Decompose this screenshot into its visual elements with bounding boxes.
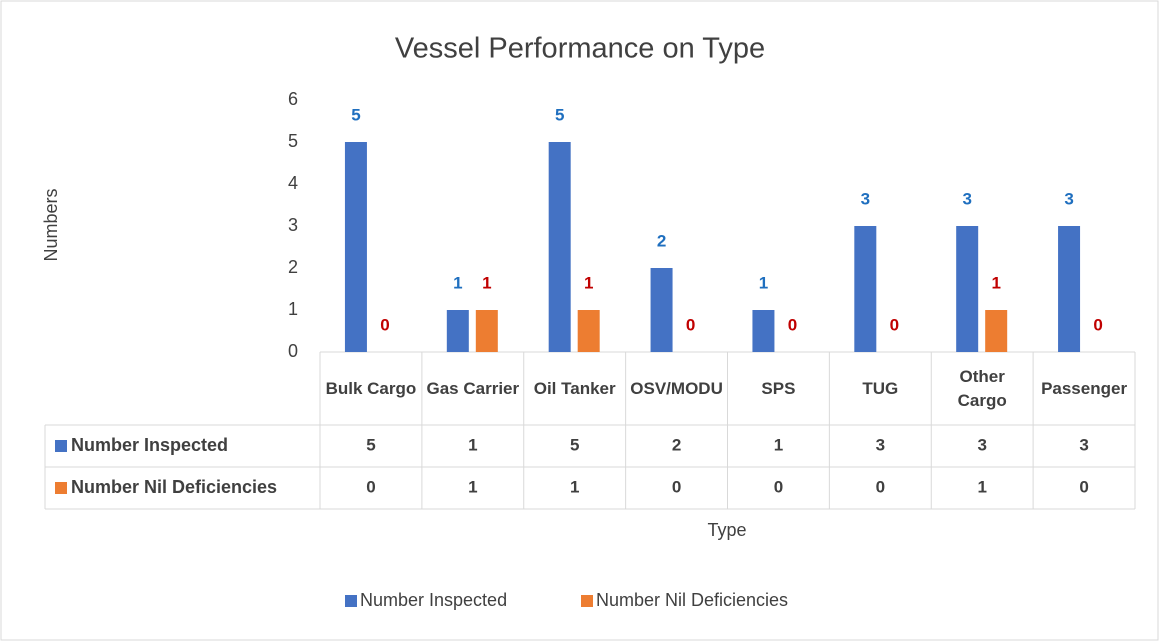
data-label: 1 [453,273,462,292]
legend-key [55,482,67,494]
table-cell: 0 [672,477,681,496]
x-tick-label: Gas Carrier [426,378,520,398]
bar [548,142,571,352]
x-tick-label: Bulk Cargo [325,378,417,398]
legend-label: Number Inspected [360,590,507,610]
data-label: 3 [1064,189,1073,208]
data-label: 5 [555,105,564,124]
data-label: 3 [962,189,971,208]
x-tick-label: SPS [761,378,796,398]
y-tick-label: 4 [288,173,298,193]
bar [344,142,367,352]
bar [446,310,469,352]
table-row-label: Number Nil Deficiencies [71,477,277,497]
x-tick-label: TUG [862,378,899,398]
x-tick-label: OSV/MODU [630,378,723,398]
data-label: 2 [657,231,666,250]
y-tick-label: 2 [288,257,298,277]
table-cell: 1 [570,477,579,496]
y-tick-label: 1 [288,299,298,319]
bar [475,310,498,352]
x-axis-title: Type [707,520,746,540]
table-cell: 1 [468,435,477,454]
table-cell: 3 [876,435,885,454]
bar [577,310,600,352]
x-tick-label: Passenger [1041,378,1128,398]
y-tick-label: 5 [288,131,298,151]
data-label: 0 [686,315,695,334]
legend-key [345,595,357,607]
y-tick-label: 0 [288,341,298,361]
y-axis-title: Numbers [41,188,61,261]
data-label: 0 [1093,315,1102,334]
bar [854,226,877,352]
data-label: 1 [584,273,593,292]
data-label: 1 [482,273,491,292]
bar [752,310,775,352]
table-cell: 5 [366,435,375,454]
x-tick-label: Other Cargo [957,366,1007,410]
table-cell: 2 [672,435,681,454]
table-cell: 3 [977,435,986,454]
table-cell: 3 [1079,435,1088,454]
table-cell: 1 [977,477,986,496]
data-label: 1 [991,273,1000,292]
data-label: 0 [380,315,389,334]
table-cell: 0 [366,477,375,496]
bar [650,268,673,352]
data-label: 5 [351,105,360,124]
data-label: 1 [759,273,768,292]
legend-label: Number Nil Deficiencies [596,590,788,610]
table-row-label: Number Inspected [71,435,228,455]
chart-title: Vessel Performance on Type [395,33,765,65]
table-cell: 1 [468,477,477,496]
bar [985,310,1008,352]
x-tick-label: Oil Tanker [533,378,616,398]
data-label: 0 [890,315,899,334]
legend-key [55,440,67,452]
data-label: 0 [788,315,797,334]
table-cell: 0 [774,477,783,496]
table-cell: 5 [570,435,579,454]
table-cell: 0 [876,477,885,496]
legend-key [581,595,593,607]
data-label: 3 [861,189,870,208]
bar [1058,226,1081,352]
table-cell: 1 [774,435,783,454]
bar [956,226,979,352]
y-tick-label: 6 [288,89,298,109]
y-tick-label: 3 [288,215,298,235]
table-cell: 0 [1079,477,1088,496]
